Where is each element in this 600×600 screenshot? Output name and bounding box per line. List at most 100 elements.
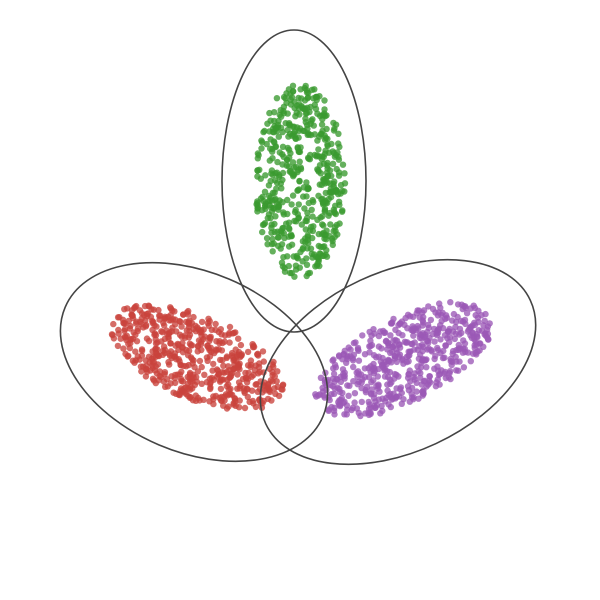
green-point [326,167,334,174]
red-point [138,368,145,375]
purple-point [475,318,482,326]
green-point [285,86,293,93]
green-point [335,169,343,176]
red-point [252,381,259,388]
purple-point [346,382,353,389]
green-point [299,246,306,253]
purple-point [431,338,438,345]
green-point [319,213,326,220]
green-point [329,241,336,249]
green-point [259,193,266,200]
red-point [171,375,179,382]
green-point [296,177,303,185]
green-point [275,117,282,125]
green-point [294,144,301,151]
purple-point [425,303,432,310]
purple-point [343,411,350,418]
purple-point [345,392,352,399]
green-point [254,167,261,174]
red-point [270,358,277,366]
red-point [180,362,187,370]
green-point [327,221,334,228]
red-point [150,377,158,384]
top-outline-ellipse [221,29,367,333]
purple-point [358,398,365,406]
red-point [195,394,202,402]
purple-point [478,312,485,319]
green-point [319,230,326,238]
red-point [116,314,123,321]
red-point [217,385,225,393]
purple-point [449,317,456,324]
red-point [158,338,165,345]
green-point [292,262,300,269]
red-point [210,360,217,368]
red-point [131,359,138,366]
purple-point [325,394,332,401]
green-point [278,185,285,192]
green-point [310,95,317,102]
red-point [115,330,122,337]
green-point [336,143,343,151]
red-point [186,340,194,347]
green-point [269,155,276,162]
red-point [185,323,193,331]
red-point [274,383,281,391]
green-point [299,238,307,245]
purple-point [388,320,395,327]
purple-point [410,396,417,403]
red-point [155,306,162,314]
green-point [272,213,279,220]
red-point [217,356,224,364]
red-point [190,313,197,321]
red-point [232,398,239,405]
purple-point [409,340,416,348]
green-point [321,208,328,215]
red-point [141,302,149,310]
green-point [314,216,321,223]
red-point [241,404,249,412]
green-point [298,95,305,102]
purple-point [362,389,370,396]
purple-point [376,388,383,395]
purple-point [387,332,394,339]
purple-point [337,401,344,409]
purple-point [387,349,394,357]
red-point [263,385,271,392]
red-point [153,350,161,357]
purple-point [431,355,438,363]
purple-point [350,363,357,371]
red-point [189,385,196,392]
green-point [305,155,312,162]
red-point [158,328,165,335]
red-point [218,347,226,354]
purple-point [379,407,386,415]
red-point [228,352,236,359]
purple-point [354,346,362,353]
purple-point [392,336,399,344]
purple-point [458,329,465,337]
green-point [341,170,348,177]
red-point [236,385,243,392]
purple-point [354,368,362,375]
red-point [198,363,205,371]
green-point [316,250,323,257]
red-point [178,323,185,330]
purple-point [375,396,383,403]
purple-point [438,317,445,325]
red-point [210,400,217,408]
purple-point [336,388,344,396]
purple-point [341,369,348,376]
red-point [220,369,228,376]
green-point [307,223,315,231]
green-point [259,139,266,146]
green-point [259,228,266,236]
green-point [322,189,329,197]
purple-point [445,374,453,381]
purple-point [391,370,399,378]
red-point [217,326,224,333]
purple-point [331,404,338,411]
green-point [277,124,285,132]
green-point [304,245,311,252]
green-point [324,172,332,179]
